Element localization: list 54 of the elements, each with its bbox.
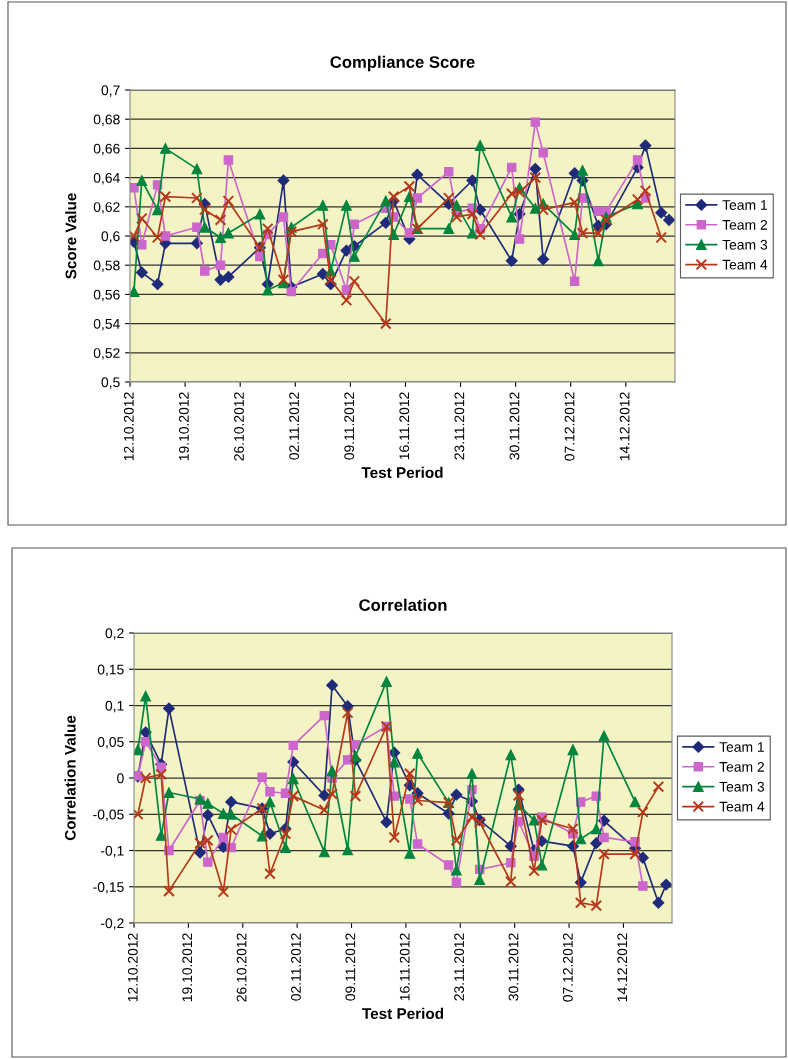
y-tick-label: -0,2 [100,918,124,930]
y-tick-label: 0 [117,773,124,784]
x-tick-label: 16.11.2012 [399,392,410,460]
y-tick-label: 0,68 [93,114,120,127]
chart-title: Compliance Score [330,55,475,72]
x-tick-label: 02.11.2012 [289,392,299,460]
x-tick-label: 07.12.2012 [562,933,573,1002]
x-tick-label: 26.10.2012 [234,392,244,461]
y-tick-label: 0,52 [93,348,120,360]
legend-label: Team 3 [719,781,765,792]
y-tick-label: 0,5 [101,377,120,389]
y-tick-label: 0,05 [97,737,124,749]
legend-label: Team 1 [722,200,768,210]
y-tick-label: 0,2 [105,628,124,640]
y-axis-title: Score Value [65,193,77,279]
x-tick-label: 23.11.2012 [454,933,465,1001]
y-tick-label: 0,64 [93,172,120,185]
x-tick-label: 02.11.2012 [291,933,301,1001]
x-tick-label: 14.12.2012 [617,933,628,1002]
y-tick-label: 0,7 [101,85,120,97]
y-tick-label: -0,15 [93,882,124,894]
x-tick-label: 19.10.2012 [182,933,193,1002]
y-tick-label: 0,6 [101,231,120,243]
x-axis-title: Test Period [362,1007,444,1020]
x-tick-label: 30.11.2012 [508,933,519,1001]
legend-label: Team 4 [719,801,765,812]
y-tick-label: 0,56 [93,289,120,302]
legend-label: Team 1 [719,742,764,752]
chart-title: Correlation [359,598,447,611]
legend-label: Team 2 [719,761,764,772]
x-tick-label: 26.10.2012 [236,933,247,1002]
legend-label: Team 4 [722,259,768,270]
y-tick-label: 0,15 [97,664,124,677]
x-tick-label: 23.11.2012 [454,392,465,460]
y-axis-title: Correlation Value [64,715,76,841]
y-tick-label: 0,66 [93,143,120,156]
x-tick-label: 30.11.2012 [509,392,520,460]
x-tick-label: 07.12.2012 [564,392,575,461]
y-tick-label: -0,1 [100,845,124,858]
x-tick-label: 09.11.2012 [344,392,355,460]
x-tick-label: 14.12.2012 [619,392,630,461]
legend-label: Team 2 [722,219,768,230]
y-tick-label: -0,05 [93,809,124,822]
y-tick-label: 0,54 [93,318,120,331]
y-tick-label: 0,58 [93,260,120,273]
x-tick-label: 12.10.2012 [127,933,138,1002]
x-tick-label: 12.10.2012 [123,392,134,461]
x-tick-label: 16.11.2012 [399,933,410,1001]
x-tick-label: 09.11.2012 [345,933,356,1001]
x-tick-label: 19.10.2012 [178,392,189,461]
legend-label: Team 3 [722,239,768,250]
x-axis-title: Test Period [361,466,443,478]
y-tick-label: 0,1 [105,700,124,713]
y-tick-label: 0,62 [93,202,120,214]
